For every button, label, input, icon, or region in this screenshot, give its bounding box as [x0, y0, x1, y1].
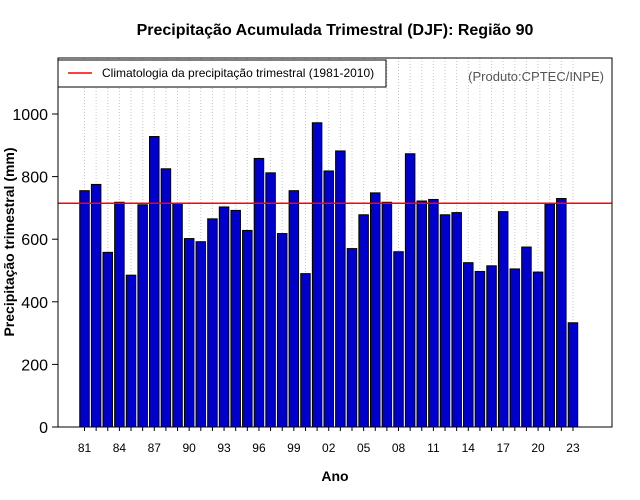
chart-title: Precipitação Acumulada Trimestral (DJF):…: [137, 22, 534, 39]
bar-07: [381, 201, 393, 428]
bar-01: [311, 122, 323, 428]
source-credit: (Produto:CPTEC/INPE): [468, 69, 604, 84]
bar-09: [404, 153, 416, 428]
bar-00: [300, 273, 311, 428]
bar-05: [358, 214, 369, 428]
x-tick-label: 14: [462, 441, 476, 455]
x-tick-label: 23: [566, 441, 580, 455]
bar-22: [556, 198, 567, 428]
bar-11: [428, 198, 439, 428]
bar-93: [218, 206, 230, 428]
bar-97: [265, 172, 276, 428]
bar-19: [521, 246, 532, 428]
bar-02: [323, 170, 334, 428]
bar-89: [172, 202, 183, 428]
bar-10: [416, 200, 428, 428]
y-tick-label: 1000: [12, 107, 48, 124]
bar-83: [102, 251, 114, 428]
legend-box: [57, 59, 387, 88]
y-axis: 0 200 400 600 800 1000: [12, 107, 58, 437]
y-tick-label: 800: [21, 170, 48, 187]
x-tick-label: 08: [392, 441, 406, 455]
bar-series: [79, 122, 579, 428]
x-tick-label: 90: [182, 441, 196, 455]
bar-15: [474, 270, 486, 428]
bar-99: [288, 190, 300, 428]
bar-20: [532, 271, 544, 428]
bar-94: [230, 209, 241, 428]
bar-87: [149, 136, 160, 428]
x-tick-label: 11: [427, 441, 440, 455]
bar-13: [451, 212, 462, 428]
plot-frame: [57, 57, 613, 428]
x-tick-label: 87: [148, 441, 162, 455]
bar-84: [114, 201, 125, 428]
y-axis-title: Precipitação trimestral (mm): [1, 147, 17, 336]
legend: Climatologia da precipitação trimestral …: [57, 59, 387, 88]
bar-81: [79, 190, 90, 428]
x-tick-label: 17: [497, 441, 511, 455]
bar-17: [497, 211, 509, 428]
bar-91: [195, 241, 207, 428]
x-axis-title: Ano: [321, 468, 348, 484]
x-tick-label: 02: [322, 441, 336, 455]
y-tick-label: 0: [39, 420, 48, 437]
bar-12: [439, 214, 451, 428]
bar-98: [276, 233, 288, 428]
bar-16: [486, 265, 497, 428]
x-tick-label: 81: [78, 441, 92, 455]
bar-08: [393, 251, 404, 428]
bar-04: [346, 248, 358, 428]
bar-92: [207, 218, 218, 428]
x-tick-label: 96: [252, 441, 266, 455]
bar-85: [125, 274, 137, 428]
y-tick-label: 200: [21, 357, 48, 374]
bar-14: [463, 262, 474, 428]
x-tick-label: 20: [531, 441, 545, 455]
bar-23: [567, 322, 579, 428]
y-tick-label: 600: [21, 232, 48, 249]
x-tick-label: 05: [357, 441, 371, 455]
bar-21: [544, 203, 555, 428]
x-tick-label: 93: [217, 441, 231, 455]
x-tick-label: 84: [113, 441, 127, 455]
bar-95: [242, 229, 253, 428]
bar-96: [253, 157, 265, 428]
y-tick-label: 400: [21, 295, 48, 312]
x-axis: 81 84 87 90 93 96 99 02 05 08 11 14 17 20 23: [78, 427, 580, 455]
bar-88: [160, 168, 172, 428]
bar-90: [183, 238, 195, 428]
bar-86: [137, 204, 148, 428]
bar-82: [90, 183, 102, 428]
legend-label: Climatologia da precipitação trimestral …: [102, 66, 374, 80]
x-tick-label: 99: [287, 441, 301, 455]
bar-06: [370, 192, 381, 428]
bar-18: [509, 268, 521, 428]
bar-03: [335, 150, 346, 428]
